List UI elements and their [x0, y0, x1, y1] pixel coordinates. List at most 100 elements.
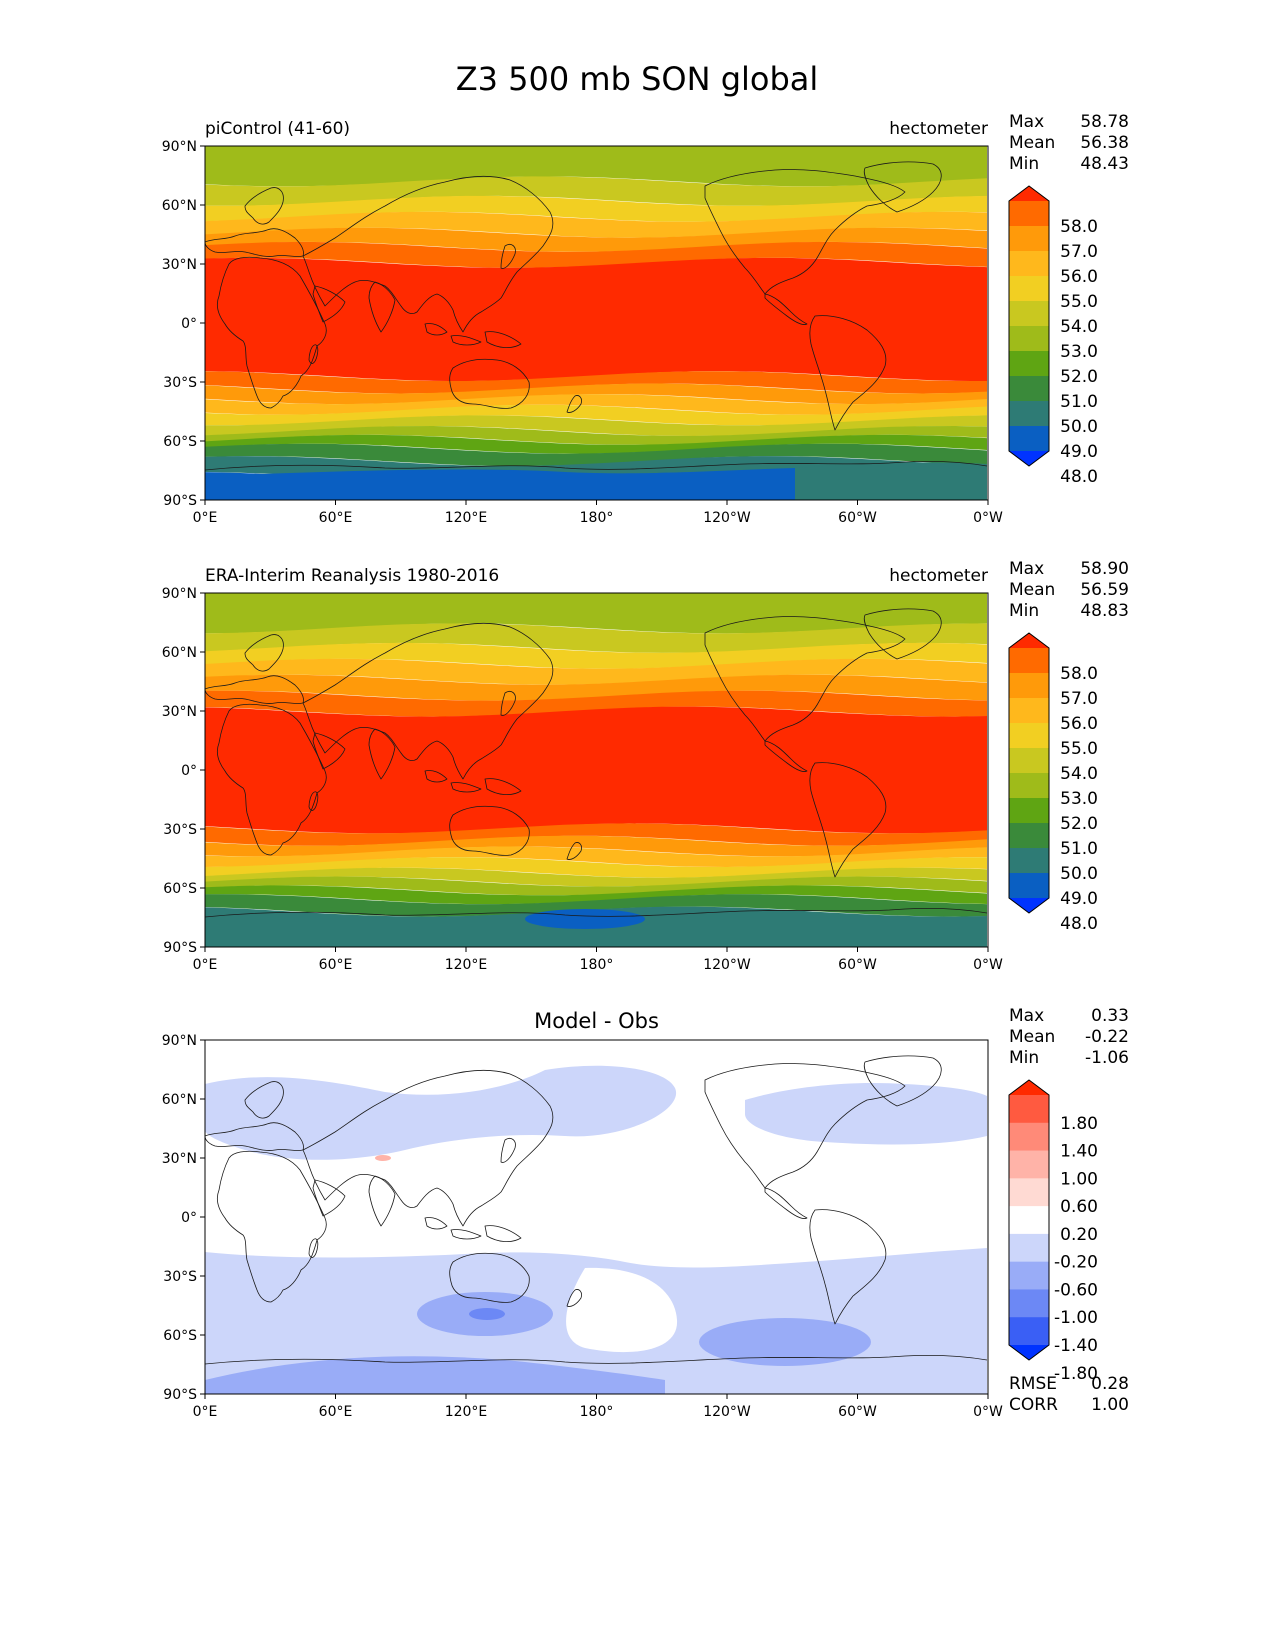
lon-tick-label: 120°E — [445, 957, 488, 973]
figure-title: Z3 500 mb SON global — [456, 60, 819, 98]
contour-band — [205, 642, 987, 669]
lat-tick-label: 90°N — [162, 586, 197, 602]
contour-band — [205, 623, 987, 653]
contour-band — [205, 706, 987, 834]
colorbar-extend-bottom — [1009, 1345, 1049, 1360]
lon-tick-label: 120°E — [445, 1404, 488, 1420]
lon-tick-label: 120°W — [703, 510, 751, 526]
stat-value: 48.83 — [1080, 601, 1129, 621]
colorbar-tick-label: 1.00 — [1060, 1169, 1098, 1189]
contour-region — [795, 462, 987, 500]
colorbar-segment — [1009, 773, 1049, 799]
contour-region — [375, 1155, 391, 1161]
colorbar: 58.0 57.0 56.0 55.0 54.0 53.0 52.0 51.0 50.0 49.0… — [1008, 185, 1098, 487]
colorbar: 1.80 1.40 1.00 0.60 0.20 -0.20 -0.60 -1.00 -1.40… — [1008, 1079, 1098, 1384]
colorbar-segment — [1009, 698, 1049, 724]
contour-band — [205, 443, 987, 466]
contour-band — [205, 146, 987, 187]
lat-tick-label: 90°S — [163, 940, 197, 956]
contour-band — [205, 415, 987, 436]
colorbar-tick-label: 1.40 — [1060, 1142, 1098, 1162]
colorbar-segment — [1009, 301, 1049, 327]
colorbar-segment — [1009, 276, 1049, 302]
colorbar-segment — [1009, 748, 1049, 774]
colorbar-extend-top — [1009, 186, 1049, 201]
panel-units: hectometer — [889, 566, 988, 586]
contour-region — [469, 1308, 505, 1320]
footer-stat-label: CORR — [1009, 1395, 1058, 1415]
footer-stat-value: 0.28 — [1091, 1374, 1129, 1394]
contour-band — [205, 846, 987, 867]
colorbar-tick-label: 0.60 — [1060, 1197, 1098, 1217]
colorbar-tick-label: 49.0 — [1060, 889, 1098, 909]
colorbar-segment — [1009, 823, 1049, 849]
colorbar-tick-label: 55.0 — [1060, 739, 1098, 759]
colorbar-segment — [1009, 1261, 1049, 1290]
panel-left-title: ERA-Interim Reanalysis 1980-2016 — [205, 566, 499, 586]
colorbar-tick-label: 53.0 — [1060, 789, 1098, 809]
colorbar-extend-top — [1009, 1080, 1049, 1095]
contour-band — [205, 658, 987, 685]
contour-region — [205, 1065, 677, 1160]
stat-label: Max — [1009, 1006, 1044, 1026]
colorbar-tick-label: 52.0 — [1060, 367, 1098, 387]
lat-tick-label: 30°S — [163, 1269, 197, 1285]
panel-diff: 90°N 60°N 30°N 0° 30°S 60°S 90°S0°E 60°E 120°E 18… — [162, 1006, 1129, 1420]
colorbar-tick-label: 1.80 — [1060, 1114, 1098, 1134]
lon-tick-label: 180° — [580, 957, 614, 973]
colorbar-tick-label: 50.0 — [1060, 864, 1098, 884]
lat-tick-label: 30°N — [162, 704, 197, 720]
colorbar-segment — [1009, 1317, 1049, 1346]
colorbar-tick-label: 55.0 — [1060, 292, 1098, 312]
colorbar-segment — [1009, 1206, 1049, 1235]
colorbar-segment — [1009, 673, 1049, 699]
colorbar-tick-label: 51.0 — [1060, 839, 1098, 859]
colorbar-extend-top — [1009, 633, 1049, 648]
stat-label: Max — [1009, 559, 1044, 579]
lat-tick-label: 60°N — [162, 645, 197, 661]
colorbar-segment — [1009, 1289, 1049, 1318]
colorbar: 58.0 57.0 56.0 55.0 54.0 53.0 52.0 51.0 50.0 49.0… — [1008, 632, 1098, 934]
colorbar-segment — [1009, 723, 1049, 749]
lon-tick-label: 0°W — [973, 1404, 1003, 1420]
lon-tick-label: 180° — [580, 1404, 614, 1420]
lat-tick-label: 60°S — [163, 1328, 197, 1344]
colorbar-tick-label: 57.0 — [1060, 689, 1098, 709]
lon-tick-label: 60°W — [838, 1404, 877, 1420]
stat-value: 58.90 — [1080, 559, 1129, 579]
lon-tick-label: 0°E — [193, 957, 218, 973]
contour-band — [205, 823, 987, 846]
colorbar-tick-label: 56.0 — [1060, 267, 1098, 287]
stat-value: -0.22 — [1085, 1027, 1129, 1047]
colorbar-segment — [1009, 351, 1049, 377]
lat-tick-label: 0° — [181, 1210, 197, 1226]
lat-tick-label: 90°N — [162, 139, 197, 155]
lon-tick-label: 60°E — [319, 510, 353, 526]
colorbar-tick-label: 48.0 — [1060, 914, 1098, 934]
colorbar-outline — [1008, 632, 1050, 914]
lat-tick-label: 90°S — [163, 493, 197, 509]
lon-tick-label: 0°E — [193, 1404, 218, 1420]
colorbar-outline — [1008, 1079, 1050, 1361]
lon-tick-label: 60°W — [838, 957, 877, 973]
contour-region — [205, 1356, 665, 1394]
footer-stat-value: 1.00 — [1091, 1395, 1129, 1415]
colorbar-tick-label: -1.80 — [1054, 1364, 1098, 1384]
colorbar-tick-label: 58.0 — [1060, 664, 1098, 684]
colorbar-tick-label: -0.60 — [1054, 1280, 1098, 1300]
lat-tick-label: 60°N — [162, 1092, 197, 1108]
contour-region — [699, 1318, 871, 1366]
map-plot — [204, 145, 989, 501]
contour-band — [205, 894, 987, 917]
contour-band — [205, 257, 987, 382]
stat-value: 56.38 — [1080, 133, 1129, 153]
colorbar-segment — [1009, 376, 1049, 402]
colorbar-tick-label: 48.0 — [1060, 467, 1098, 487]
contour-band — [205, 195, 987, 222]
colorbar-tick-label: 53.0 — [1060, 342, 1098, 362]
colorbar-tick-label: 54.0 — [1060, 317, 1098, 337]
colorbar-segment — [1009, 648, 1049, 674]
contour-band — [205, 176, 987, 206]
colorbar-segment — [1009, 873, 1049, 899]
panel-left-title: piControl (41-60) — [205, 119, 350, 139]
